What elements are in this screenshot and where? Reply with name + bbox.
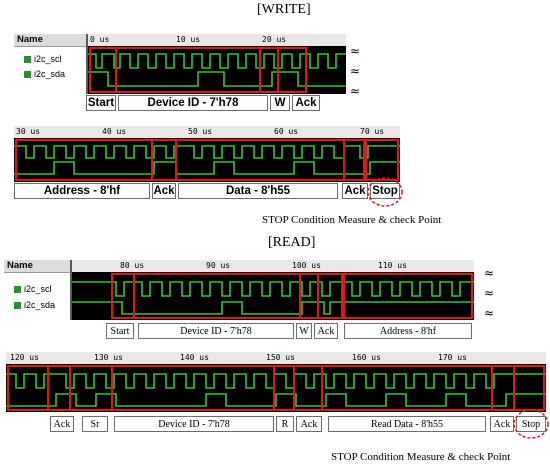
time-ruler (72, 260, 474, 272)
read-title: [READ] (268, 235, 316, 250)
time-ruler (6, 352, 546, 364)
time-tick: 120 us (10, 353, 39, 362)
segment-label-data: Data - 8'h55 (178, 183, 338, 199)
time-tick: 0 us (90, 35, 110, 44)
time-tick: 170 us (438, 353, 467, 362)
wave-area: 0 us 10 us 20 us (88, 34, 346, 94)
segment-label-ack: Ack (314, 323, 338, 339)
signal-name-column: Name i2c_scl i2c_sda (4, 260, 72, 320)
signal-icon (24, 71, 31, 78)
segment-label-ack: Ack (50, 416, 74, 432)
segment-label-ack: Ack (152, 183, 176, 199)
name-column-header: Name (4, 260, 70, 273)
segment-label-stop: Stop (516, 416, 546, 432)
continuation-break-icon: ≈ (484, 306, 495, 320)
name-column-header: Name (14, 34, 86, 47)
segment-label-ack: Ack (296, 416, 322, 432)
segment-label-read: R (276, 416, 294, 432)
continuation-break-icon: ≈ (484, 286, 495, 300)
time-tick: 20 us (262, 35, 287, 44)
continuation-break-icon: ≈ (484, 266, 495, 280)
segment-label-ack: Ack (342, 183, 368, 199)
stop-check-circle (513, 409, 549, 439)
continuation-break-icon: ≈ (350, 44, 361, 58)
time-tick: 110 us (378, 261, 407, 270)
waveform-trace (6, 365, 546, 411)
signal-i2c-sda[interactable]: i2c_sda (4, 300, 55, 310)
write-title: [WRITE] (257, 2, 311, 17)
signal-icon (24, 56, 31, 63)
time-tick: 60 us (274, 127, 299, 136)
time-tick: 40 us (102, 127, 127, 136)
waveform-trace (88, 47, 346, 93)
signal-name-column: Name i2c_scl i2c_sda (14, 34, 88, 94)
read-waveform-panel-2: 120 us 130 us 140 us 150 us 160 us 170 u… (6, 352, 546, 412)
wave-area: 80 us 90 us 100 us 110 us (72, 260, 474, 320)
time-ruler (14, 126, 400, 138)
time-tick: 50 us (188, 127, 213, 136)
waveform-trace (14, 139, 400, 181)
time-tick: 100 us (292, 261, 321, 270)
signal-icon (14, 286, 21, 293)
write-caption: STOP Condition Measure & check Point (262, 214, 442, 226)
segment-label-address: Address - 8'hf (344, 323, 472, 339)
time-tick: 90 us (206, 261, 231, 270)
segment-label-repeated-start: Sr (82, 416, 108, 432)
time-tick: 150 us (266, 353, 295, 362)
segment-label-write: W (270, 95, 290, 111)
segment-label-read-data: Read Data - 8'h55 (328, 416, 486, 432)
segment-label-address: Address - 8'hf (14, 183, 150, 199)
continuation-break-icon: ≈ (350, 64, 361, 78)
time-tick: 80 us (120, 261, 145, 270)
segment-label-ack: Ack (292, 95, 320, 111)
signal-i2c-scl[interactable]: i2c_scl (14, 54, 62, 64)
read-waveform-panel-1: Name i2c_scl i2c_sda 80 us 90 us 100 us … (4, 260, 474, 320)
signal-icon (14, 302, 21, 309)
time-tick: 70 us (360, 127, 385, 136)
time-tick: 30 us (16, 127, 41, 136)
read-caption: STOP Condition Measure & check Point (331, 451, 511, 463)
stop-check-circle (367, 177, 403, 207)
signal-i2c-sda[interactable]: i2c_sda (14, 69, 65, 79)
waveform-trace (72, 273, 474, 319)
segment-label-start: Start (86, 95, 116, 111)
segment-label-write: W (296, 323, 312, 339)
write-waveform-panel-2: 30 us 40 us 50 us 60 us 70 us (14, 126, 400, 182)
segment-label-start: Start (106, 323, 134, 339)
segment-label-device-id: Device ID - 7'h78 (114, 416, 274, 432)
segment-label-ack: Ack (490, 416, 514, 432)
continuation-break-icon: ≈ (350, 84, 361, 98)
time-tick: 160 us (352, 353, 381, 362)
write-waveform-panel-1: Name i2c_scl i2c_sda 0 us 10 us 20 us (14, 34, 346, 94)
segment-label-device-id: Device ID - 7'h78 (138, 323, 294, 339)
segment-label-device-id: Device ID - 7'h78 (118, 95, 268, 111)
time-tick: 140 us (180, 353, 209, 362)
time-ruler (88, 34, 346, 46)
time-tick: 130 us (94, 353, 123, 362)
signal-i2c-scl[interactable]: i2c_scl (4, 284, 52, 294)
time-tick: 10 us (176, 35, 201, 44)
segment-label-stop: Stop (370, 183, 400, 199)
